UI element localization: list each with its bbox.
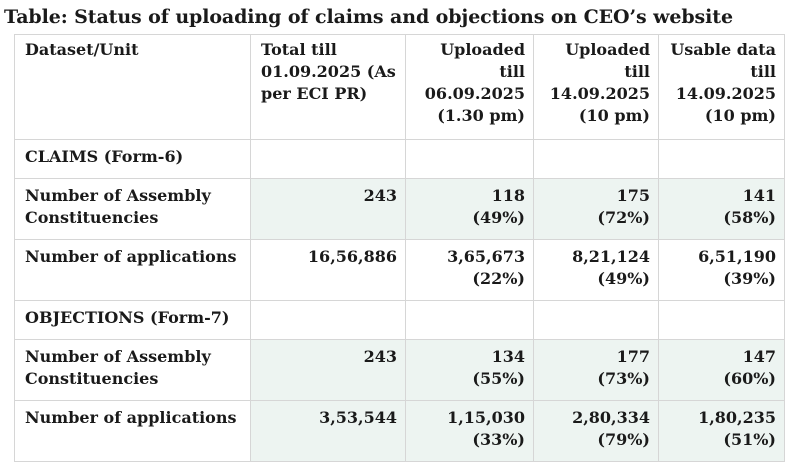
header-dataset-unit: Dataset/Unit	[14, 34, 251, 140]
usable-1409-cell: 141 (58%)	[658, 178, 785, 240]
value: 175	[616, 186, 650, 205]
total-cell: 243	[250, 178, 406, 240]
header-usable-1409: Usable data till 14.09.2025 (10 pm)	[658, 34, 785, 140]
percent: (33%)	[472, 430, 525, 449]
section-row-claims: CLAIMS (Form-6)	[14, 139, 785, 179]
percent: (58%)	[723, 208, 776, 227]
table-row: Number of applications 3,53,544 1,15,030…	[14, 400, 785, 462]
value: 1,15,030	[447, 408, 525, 427]
total-cell: 3,53,544	[250, 400, 406, 462]
percent: (72%)	[597, 208, 650, 227]
row-label: Number of applications	[14, 400, 251, 462]
percent: (39%)	[723, 269, 776, 288]
total-cell: 243	[250, 339, 406, 401]
value: 177	[616, 347, 650, 366]
table-row: Number of Assembly Constituencies 243 13…	[14, 339, 785, 401]
usable-1409-cell: 6,51,190 (39%)	[658, 239, 785, 301]
percent: (51%)	[723, 430, 776, 449]
value: 118	[491, 186, 525, 205]
uploaded-0609-cell: 3,65,673 (22%)	[405, 239, 534, 301]
row-label: Number of Assembly Constituencies	[14, 178, 251, 240]
percent: (55%)	[472, 369, 525, 388]
percent: (22%)	[472, 269, 525, 288]
table-header-row: Dataset/Unit Total till 01.09.2025 (As p…	[14, 34, 785, 140]
value: 147	[742, 347, 776, 366]
empty-cell	[533, 139, 659, 179]
uploaded-1409-cell: 177 (73%)	[533, 339, 659, 401]
percent: (79%)	[597, 430, 650, 449]
value: 2,80,334	[572, 408, 650, 427]
uploaded-1409-cell: 2,80,334 (79%)	[533, 400, 659, 462]
percent: (73%)	[597, 369, 650, 388]
uploaded-1409-cell: 175 (72%)	[533, 178, 659, 240]
empty-cell	[250, 300, 406, 340]
table-row: Number of applications 16,56,886 3,65,67…	[14, 239, 785, 301]
section-row-objections: OBJECTIONS (Form-7)	[14, 300, 785, 340]
uploaded-0609-cell: 1,15,030 (33%)	[405, 400, 534, 462]
section-label: CLAIMS (Form-6)	[14, 139, 251, 179]
value: 6,51,190	[698, 247, 776, 266]
total-cell: 16,56,886	[250, 239, 406, 301]
uploaded-1409-cell: 8,21,124 (49%)	[533, 239, 659, 301]
value: 8,21,124	[572, 247, 650, 266]
empty-cell	[533, 300, 659, 340]
status-table: Dataset/Unit Total till 01.09.2025 (As p…	[14, 34, 785, 462]
table-row: Number of Assembly Constituencies 243 11…	[14, 178, 785, 240]
empty-cell	[250, 139, 406, 179]
percent: (49%)	[597, 269, 650, 288]
empty-cell	[658, 139, 785, 179]
value: 134	[491, 347, 525, 366]
empty-cell	[405, 300, 534, 340]
percent: (49%)	[472, 208, 525, 227]
usable-1409-cell: 1,80,235 (51%)	[658, 400, 785, 462]
value: 3,65,673	[447, 247, 525, 266]
uploaded-0609-cell: 134 (55%)	[405, 339, 534, 401]
header-total: Total till 01.09.2025 (As per ECI PR)	[250, 34, 406, 140]
header-uploaded-0609: Uploaded till 06.09.2025 (1.30 pm)	[405, 34, 534, 140]
uploaded-0609-cell: 118 (49%)	[405, 178, 534, 240]
row-label: Number of Assembly Constituencies	[14, 339, 251, 401]
table-title: Table: Status of uploading of claims and…	[4, 6, 733, 28]
row-label: Number of applications	[14, 239, 251, 301]
empty-cell	[658, 300, 785, 340]
value: 141	[742, 186, 776, 205]
percent: (60%)	[723, 369, 776, 388]
empty-cell	[405, 139, 534, 179]
value: 1,80,235	[698, 408, 776, 427]
section-label: OBJECTIONS (Form-7)	[14, 300, 251, 340]
header-uploaded-1409: Uploaded till 14.09.2025 (10 pm)	[533, 34, 659, 140]
usable-1409-cell: 147 (60%)	[658, 339, 785, 401]
